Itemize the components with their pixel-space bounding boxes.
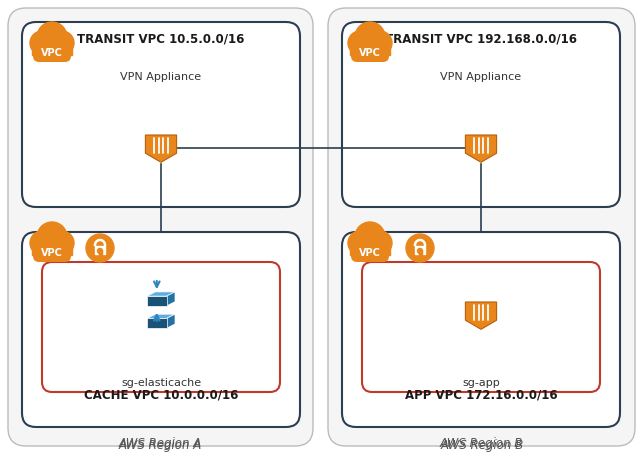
Bar [95,246,105,254]
Circle shape [348,31,372,55]
Circle shape [34,239,54,259]
Circle shape [355,222,385,252]
Text: APP VPC 172.16.0.0/16: APP VPC 172.16.0.0/16 [404,389,557,402]
Bar [350,243,390,255]
Circle shape [30,31,54,55]
FancyBboxPatch shape [33,244,71,262]
Circle shape [44,39,64,59]
Text: VPC: VPC [41,248,63,258]
Polygon shape [466,135,496,162]
FancyBboxPatch shape [22,22,300,207]
Circle shape [37,222,67,252]
Circle shape [355,22,385,52]
Circle shape [30,231,54,255]
Bar [415,246,425,254]
Circle shape [352,39,372,59]
Bar [32,243,72,255]
Polygon shape [167,292,175,306]
Circle shape [417,249,422,253]
Circle shape [50,231,74,255]
FancyBboxPatch shape [22,232,300,427]
Text: AWS Region B: AWS Region B [439,437,523,450]
Polygon shape [466,302,496,329]
FancyBboxPatch shape [328,8,635,446]
Circle shape [368,31,392,55]
FancyBboxPatch shape [342,232,620,427]
Circle shape [34,39,54,59]
Bar [32,43,72,55]
Polygon shape [145,135,177,162]
Bar [350,43,390,55]
Text: VPC: VPC [359,48,381,58]
Circle shape [352,239,372,259]
Circle shape [406,234,434,262]
Circle shape [368,231,392,255]
Text: TRANSIT VPC 192.168.0.0/16: TRANSIT VPC 192.168.0.0/16 [385,32,577,45]
Text: VPC: VPC [41,48,63,58]
Circle shape [50,31,74,55]
Text: AWS Region A: AWS Region A [118,437,202,450]
FancyBboxPatch shape [362,262,600,392]
Circle shape [348,231,372,255]
Text: VPN Appliance: VPN Appliance [120,72,201,82]
Circle shape [98,249,102,253]
Polygon shape [147,318,167,328]
Circle shape [86,234,114,262]
Text: VPN Appliance: VPN Appliance [440,72,521,82]
Bar [98,251,102,255]
Text: CACHE VPC 10.0.0.0/16: CACHE VPC 10.0.0.0/16 [84,389,238,402]
Text: sg-elasticache: sg-elasticache [121,378,201,388]
Circle shape [362,39,382,59]
Text: TRANSIT VPC 10.5.0.0/16: TRANSIT VPC 10.5.0.0/16 [77,32,245,45]
Polygon shape [167,314,175,328]
Text: AWS Region A: AWS Region A [118,439,202,452]
FancyBboxPatch shape [351,44,389,62]
Bar [419,251,422,255]
Circle shape [44,239,64,259]
Circle shape [37,22,67,52]
FancyBboxPatch shape [8,8,313,446]
FancyBboxPatch shape [342,22,620,207]
Polygon shape [147,314,175,318]
FancyBboxPatch shape [351,244,389,262]
Text: sg-app: sg-app [462,378,500,388]
Text: VPC: VPC [359,248,381,258]
Polygon shape [147,292,175,296]
Text: AWS Region B: AWS Region B [440,439,523,452]
FancyBboxPatch shape [33,44,71,62]
Polygon shape [147,296,167,306]
Circle shape [362,239,382,259]
FancyBboxPatch shape [42,262,280,392]
